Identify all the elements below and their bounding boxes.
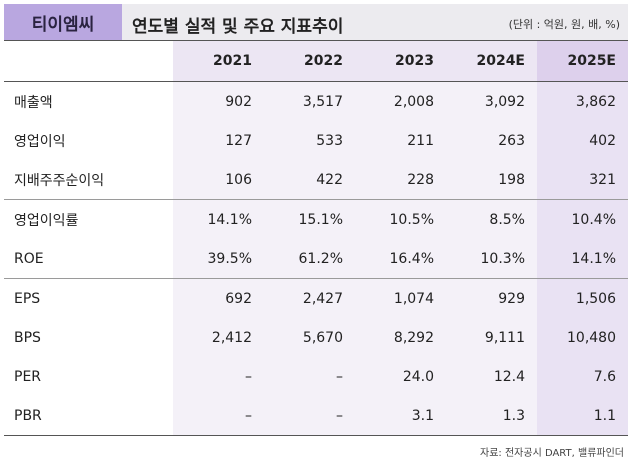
value-cell: 3,862: [537, 81, 628, 121]
table-title: 연도별 실적 및 주요 지표추이: [132, 17, 344, 37]
table-row: 영업이익 127 533 211 263 402: [4, 121, 628, 160]
source-note: 자료: 전자공시 DART, 밸류파인더: [480, 448, 624, 459]
table-row: BPS 2,412 5,670 8,292 9,111 10,480: [4, 318, 628, 357]
value-cell: 533: [264, 121, 355, 160]
value-cell: 8.5%: [446, 199, 537, 239]
header-row: 2021 2022 2023 2024E 2025E: [4, 40, 628, 82]
row-label: 영업이익: [14, 133, 66, 150]
value-cell: 1,506: [537, 278, 628, 318]
value-cell: 402: [537, 121, 628, 160]
table-row: PER – –24.0 12.4 7.6: [4, 357, 628, 396]
row-label: PER: [14, 368, 42, 385]
value-cell: 10.5%: [355, 199, 446, 239]
table-row: ROE 39.5% 61.2% 16.4% 10.3% 14.1%: [4, 239, 628, 279]
value-cell: 2,427: [264, 278, 355, 318]
value-cell: –: [264, 357, 355, 396]
table-row: PBR – –3.1 1.3 1.1: [4, 396, 628, 436]
report-header: 티이엠씨 연도별 실적 및 주요 지표추이 (단위 : 억원, 원, 배, %): [0, 0, 632, 41]
table-row: 지배주주순이익 106 422 228 198 321: [4, 160, 628, 200]
value-cell: 15.1%: [264, 199, 355, 239]
value-cell: 10.3%: [446, 239, 537, 279]
value-cell: 692: [173, 278, 264, 318]
value-cell: 3,092: [446, 81, 537, 121]
value-cell: 39.5%: [173, 239, 264, 279]
value-cell: 211: [355, 121, 446, 160]
value-cell: 7.6: [537, 357, 628, 396]
value-cell: 14.1%: [173, 199, 264, 239]
table-row: EPS 692 2,427 1,074 929 1,506: [4, 278, 628, 318]
value-cell: 3.1: [355, 396, 446, 436]
column-header-2025e: 2025E: [537, 40, 628, 82]
row-label: 지배주주순이익: [14, 172, 105, 189]
value-cell: 263: [446, 121, 537, 160]
value-cell: 902: [173, 81, 264, 121]
row-label: PBR: [4, 396, 173, 436]
value-cell: 16.4%: [355, 239, 446, 279]
row-label: BPS: [14, 329, 41, 346]
table-row: 매출액 902 3,517 2,008 3,092 3,862: [4, 81, 628, 121]
row-label: 영업이익률: [4, 199, 173, 239]
value-cell: 422: [264, 160, 355, 200]
value-cell: 8,292: [355, 318, 446, 357]
value-cell: 5,670: [264, 318, 355, 357]
row-label: 매출액: [14, 94, 53, 111]
unit-note: (단위 : 억원, 원, 배, %): [508, 18, 620, 31]
value-cell: 12.4: [446, 357, 537, 396]
column-header-2023: 2023: [355, 40, 446, 82]
value-cell: 198: [446, 160, 537, 200]
value-cell: 1.3: [446, 396, 537, 436]
value-cell: 61.2%: [264, 239, 355, 279]
row-label: ROE: [14, 250, 44, 267]
title-bar: 연도별 실적 및 주요 지표추이 (단위 : 억원, 원, 배, %): [122, 4, 628, 41]
financial-table: 2021 2022 2023 2024E 2025E 매출액 902 3,517 2,…: [4, 40, 628, 436]
row-label: EPS: [4, 278, 173, 318]
value-cell: 127: [173, 121, 264, 160]
value-cell: 228: [355, 160, 446, 200]
value-cell: 10.4%: [537, 199, 628, 239]
value-cell: 1,074: [355, 278, 446, 318]
value-cell: –: [173, 396, 264, 436]
header-label-cell: [4, 40, 173, 82]
column-header-2024e: 2024E: [446, 40, 537, 82]
table-body: 매출액 902 3,517 2,008 3,092 3,862 영업이익 127 533 211 2…: [4, 81, 628, 436]
value-cell: 14.1%: [537, 239, 628, 279]
value-cell: 3,517: [264, 81, 355, 121]
company-name-badge: 티이엠씨: [4, 4, 122, 41]
value-cell: –: [264, 396, 355, 436]
value-cell: 24.0: [355, 357, 446, 396]
value-cell: 9,111: [446, 318, 537, 357]
value-cell: 106: [173, 160, 264, 200]
value-cell: 929: [446, 278, 537, 318]
table-row: 영업이익률 14.1% 15.1% 10.5% 8.5% 10.4%: [4, 199, 628, 239]
value-cell: 2,008: [355, 81, 446, 121]
column-header-2021: 2021: [173, 40, 264, 82]
value-cell: 321: [537, 160, 628, 200]
value-cell: 1.1: [537, 396, 628, 436]
value-cell: –: [173, 357, 264, 396]
value-cell: 10,480: [537, 318, 628, 357]
value-cell: 2,412: [173, 318, 264, 357]
column-header-2022: 2022: [264, 40, 355, 82]
